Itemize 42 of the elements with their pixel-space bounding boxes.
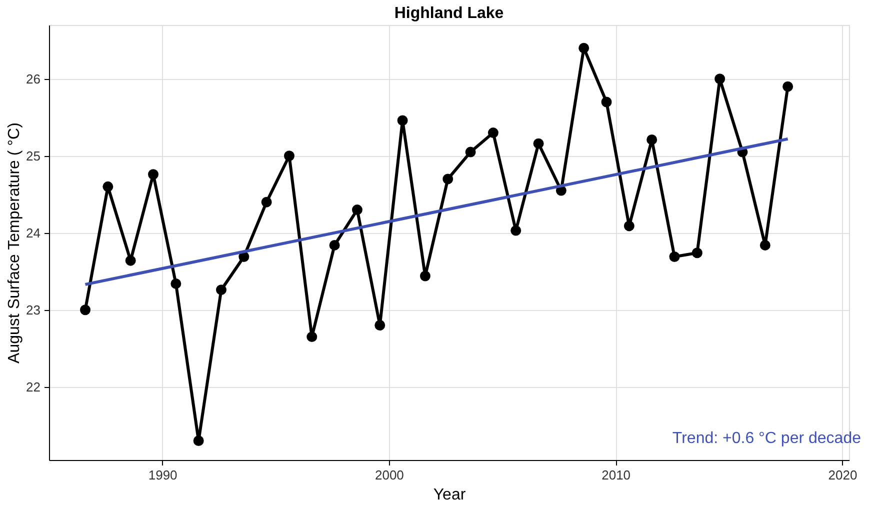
- point: [148, 169, 158, 180]
- x-tick-label: 2020: [828, 468, 858, 482]
- point: [624, 220, 634, 232]
- point: [102, 181, 114, 192]
- point: [782, 81, 794, 92]
- point: [193, 436, 204, 446]
- annotation: Trend: +0.6 °C per decade: [672, 430, 862, 447]
- point: [216, 284, 226, 296]
- point: [284, 150, 294, 162]
- point: [261, 196, 272, 208]
- point: [80, 304, 91, 316]
- y-tick-label: 26: [26, 71, 40, 86]
- point: [125, 255, 136, 266]
- y-tick-label: 25: [26, 148, 40, 164]
- y-tick-label: 22: [26, 379, 40, 394]
- point: [352, 204, 362, 216]
- point: [465, 146, 476, 158]
- point: [488, 128, 498, 138]
- point: [374, 320, 386, 330]
- point: [170, 278, 182, 289]
- y-axis-title: August Surface Temperature ( °C): [6, 122, 24, 364]
- point: [578, 42, 590, 54]
- point: [714, 74, 726, 84]
- x-axis-title: Year: [433, 486, 466, 504]
- point: [646, 134, 658, 145]
- point: [306, 332, 318, 342]
- chart-title: Highland Lake: [394, 5, 504, 22]
- point: [420, 270, 430, 282]
- point: [397, 115, 408, 126]
- x-tick-label: 2010: [602, 468, 631, 482]
- point: [329, 240, 340, 250]
- point: [510, 225, 522, 236]
- point: [601, 96, 612, 108]
- point: [760, 240, 770, 250]
- point: [533, 138, 544, 149]
- y-tick-label: 23: [26, 302, 40, 318]
- point: [692, 248, 702, 258]
- x-tick-label: 1990: [148, 468, 178, 482]
- x-tick-label: 2000: [374, 468, 404, 482]
- y-tick-label: 24: [26, 225, 40, 240]
- point: [669, 252, 680, 262]
- point: [442, 174, 454, 184]
